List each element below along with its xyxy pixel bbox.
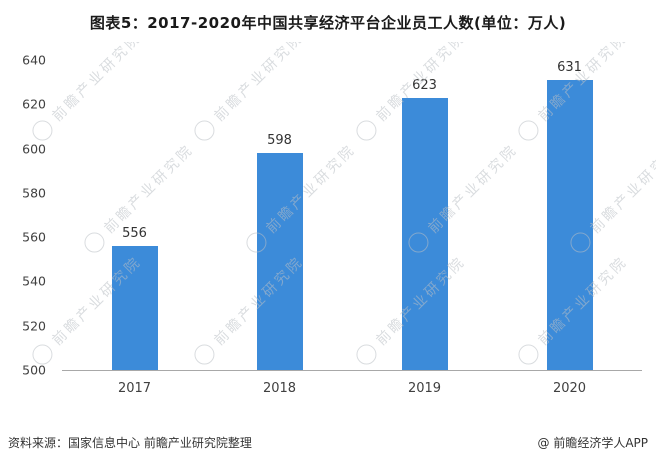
x-axis-label: 2018 <box>262 381 297 396</box>
y-axis-tick-label: 580 <box>22 185 46 201</box>
bar-group: 623 2019 <box>401 60 448 396</box>
bar-group: 631 2020 <box>546 60 593 396</box>
credit-note: @ 前瞻经济学人APP <box>537 435 649 450</box>
y-axis: 640 620 600 580 560 540 520 500 <box>0 53 52 378</box>
footer: 资料来源：国家信息中心 前瞻产业研究院整理 @ 前瞻经济学人APP <box>0 433 656 451</box>
bar <box>401 97 448 370</box>
bar-chart: 前瞻产业研究院 前瞻产业研究院 前瞻产业研究院 前瞻产业研究院 前瞻产业研究院 前瞻产业研… <box>0 42 656 402</box>
y-axis-tick-label: 600 <box>22 141 46 157</box>
y-axis-tick-label: 540 <box>22 273 46 289</box>
y-axis-tick-label: 560 <box>22 229 46 245</box>
bar-value-label: 556 <box>122 226 147 241</box>
bar-value-label: 631 <box>557 60 582 75</box>
plot-area: 556 2017 598 2018 623 2019 631 2020 <box>62 60 642 396</box>
bar-value-label: 623 <box>412 77 437 93</box>
bar-value-label: 598 <box>267 133 292 148</box>
bar-group: 556 2017 <box>111 60 158 396</box>
bar <box>546 80 593 370</box>
chart-title: 图表5：2017-2020年中国共享经济平台企业员工人数(单位：万人) <box>89 14 567 32</box>
x-axis-label: 2019 <box>407 381 442 396</box>
y-axis-tick-label: 520 <box>22 318 46 334</box>
y-axis-tick-label: 640 <box>22 52 46 68</box>
bar-group: 598 2018 <box>256 60 303 396</box>
y-axis-tick-label: 620 <box>22 96 46 112</box>
x-axis-label: 2020 <box>552 381 587 396</box>
source-note: 资料来源：国家信息中心 前瞻产业研究院整理 <box>8 435 252 450</box>
y-axis-tick-label: 500 <box>22 362 46 378</box>
bar <box>256 153 303 370</box>
x-axis-label: 2017 <box>117 381 152 396</box>
bar <box>111 246 158 370</box>
